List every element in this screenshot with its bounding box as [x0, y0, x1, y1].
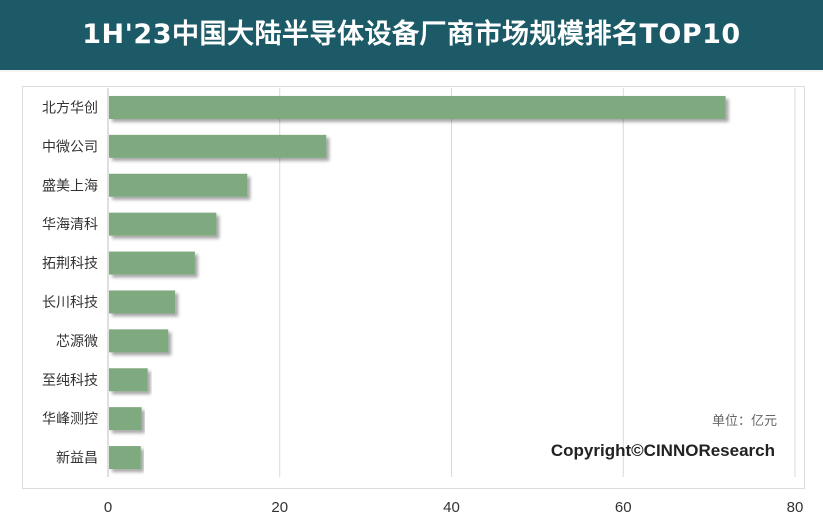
- category-label: 新益昌: [56, 451, 98, 467]
- category-label: 至纯科技: [42, 373, 98, 389]
- x-tick-label: 40: [443, 499, 460, 516]
- bar: [109, 173, 248, 197]
- category-label: 盛美上海: [42, 178, 98, 194]
- title-banner: [0, 0, 823, 70]
- x-tick-label: 60: [615, 499, 632, 516]
- category-label: 芯源微: [56, 334, 98, 350]
- chart-title: 1H'23中国大陆半导体设备厂商市场规模排名TOP10: [82, 19, 741, 50]
- x-tick-label: 0: [104, 499, 112, 516]
- bar: [109, 329, 169, 353]
- bar: [109, 407, 142, 431]
- bar: [109, 446, 141, 470]
- x-tick-label: 80: [787, 499, 804, 516]
- bar: [109, 95, 726, 119]
- bar: [109, 134, 327, 158]
- bar: [109, 368, 148, 392]
- bar: [109, 290, 176, 314]
- category-label: 长川科技: [42, 295, 98, 311]
- x-tick-label: 20: [271, 499, 288, 516]
- copyright-text: Copyright©CINNOResearch: [550, 441, 775, 460]
- category-label: 拓荆科技: [42, 256, 98, 272]
- banner-divider: [0, 70, 823, 72]
- category-label: 中微公司: [42, 139, 98, 155]
- bar: [109, 251, 195, 275]
- category-label: 华峰测控: [42, 412, 98, 428]
- category-label: 华海清科: [42, 217, 98, 233]
- category-label: 北方华创: [42, 100, 98, 116]
- bar: [109, 212, 217, 236]
- unit-label: 单位：亿元: [711, 414, 777, 429]
